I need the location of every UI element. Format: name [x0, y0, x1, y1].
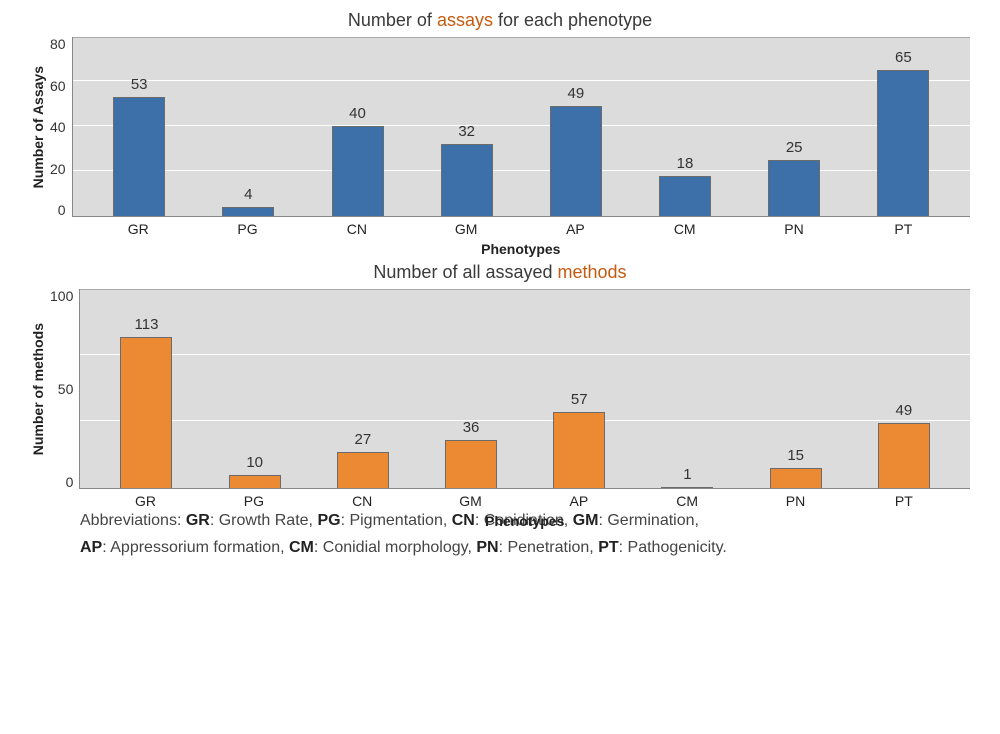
bar-slot: 113	[92, 289, 200, 488]
chart1-title-prefix: Number of	[348, 10, 437, 30]
chart1-yticks: 80 60 40 20 0	[50, 37, 72, 217]
chart2-title-prefix: Number of all assayed	[373, 262, 557, 282]
chart2-xlabel: Phenotypes	[79, 513, 970, 529]
chart1-xlabel: Phenotypes	[72, 241, 970, 257]
chart2-yticks: 100 50 0	[50, 289, 79, 489]
bar-value-label: 1	[683, 466, 691, 483]
bar-value-label: 40	[349, 105, 366, 122]
bar-slot: 15	[742, 289, 850, 488]
bar-value-label: 4	[244, 186, 252, 203]
bar: 27	[337, 452, 389, 488]
bar-value-label: 113	[134, 316, 158, 333]
bar-value-label: 15	[787, 447, 804, 464]
bar: 32	[441, 144, 493, 216]
chart1-ylabel: Number of Assays	[30, 66, 46, 188]
bar: 113	[120, 337, 172, 488]
xtick: AP	[521, 221, 630, 237]
chart2-xticks: GRPGCNGMAPCMPNPT	[79, 489, 970, 509]
bar-slot: 49	[850, 289, 958, 488]
xtick: PN	[739, 221, 848, 237]
chart1-title: Number of assays for each phenotype	[30, 10, 970, 31]
bar-value-label: 25	[786, 139, 803, 156]
bar: 10	[229, 475, 281, 488]
ytick: 50	[58, 382, 74, 396]
bar: 4	[222, 207, 274, 216]
bar: 49	[878, 423, 930, 488]
bar: 57	[553, 412, 605, 488]
chart1-xticks: GRPGCNGMAPCMPNPT	[72, 217, 970, 237]
bar-slot: 36	[417, 289, 525, 488]
ytick: 80	[50, 37, 66, 51]
bar-value-label: 49	[896, 402, 913, 419]
bar-slot: 18	[630, 37, 739, 216]
chart2-title: Number of all assayed methods	[30, 262, 970, 283]
bar-value-label: 65	[895, 49, 912, 66]
bar: 65	[877, 70, 929, 216]
bar-slot: 65	[849, 37, 958, 216]
xtick: CM	[630, 221, 739, 237]
methods-chart: Number of all assayed methods Number of …	[30, 262, 970, 489]
xtick: CN	[302, 221, 411, 237]
bar-value-label: 49	[568, 85, 585, 102]
chart2-ylabel: Number of methods	[30, 323, 46, 455]
xtick: GR	[84, 221, 193, 237]
bar: 40	[332, 126, 384, 216]
assays-chart: Number of assays for each phenotype Numb…	[30, 10, 970, 217]
ytick: 0	[58, 203, 66, 217]
chart2-title-accent: methods	[558, 262, 627, 282]
bar: 18	[659, 176, 711, 217]
xtick: CM	[633, 493, 741, 509]
bar-slot: 57	[525, 289, 633, 488]
ytick: 20	[50, 162, 66, 176]
xtick: PT	[849, 221, 958, 237]
chart1-title-suffix: for each phenotype	[493, 10, 652, 30]
bar-value-label: 10	[246, 454, 263, 471]
xtick: PG	[193, 221, 302, 237]
ytick: 0	[66, 475, 74, 489]
bar: 25	[768, 160, 820, 216]
xtick: GR	[91, 493, 199, 509]
bar-value-label: 32	[458, 123, 475, 140]
xtick: GM	[411, 221, 520, 237]
bar-slot: 25	[740, 37, 849, 216]
bar-value-label: 36	[463, 419, 480, 436]
xtick: PT	[850, 493, 958, 509]
bar: 53	[113, 97, 165, 216]
bar-value-label: 53	[131, 76, 148, 93]
xtick: CN	[308, 493, 416, 509]
bar-slot: 10	[201, 289, 309, 488]
xtick: GM	[416, 493, 524, 509]
bar-slot: 49	[521, 37, 630, 216]
xtick: PG	[200, 493, 308, 509]
xtick: PN	[741, 493, 849, 509]
bar-slot: 4	[194, 37, 303, 216]
bar: 15	[770, 468, 822, 488]
bar: 1	[661, 487, 713, 488]
ytick: 100	[50, 289, 73, 303]
chart1-plot: 53 4 40 32 49 18 25 65	[72, 37, 970, 217]
chart2-plot: 113 10 27 36 57 1 15 49	[79, 289, 970, 489]
bar-slot: 32	[412, 37, 521, 216]
bar: 36	[445, 440, 497, 488]
bar-slot: 40	[303, 37, 412, 216]
xtick: AP	[525, 493, 633, 509]
ytick: 40	[50, 120, 66, 134]
bar: 49	[550, 106, 602, 216]
chart1-title-accent: assays	[437, 10, 493, 30]
bar-slot: 53	[85, 37, 194, 216]
bar-value-label: 27	[355, 431, 372, 448]
bar-value-label: 18	[677, 155, 694, 172]
bar-slot: 1	[633, 289, 741, 488]
ytick: 60	[50, 79, 66, 93]
bar-value-label: 57	[571, 391, 588, 408]
bar-slot: 27	[309, 289, 417, 488]
